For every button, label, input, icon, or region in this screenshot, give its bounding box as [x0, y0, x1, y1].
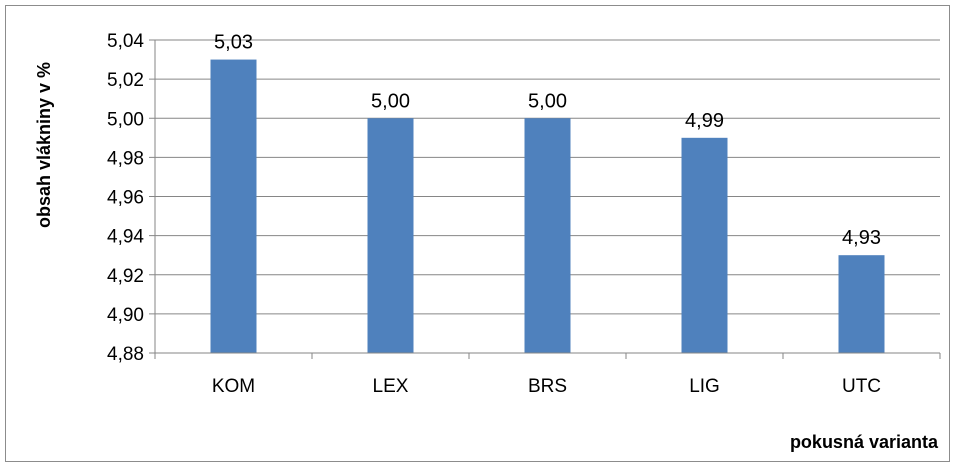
data-label: 4,93: [842, 227, 881, 249]
y-tick-label: 4,92: [107, 266, 144, 287]
data-label: 5,00: [371, 90, 410, 112]
y-tick-label: 5,04: [107, 31, 144, 52]
bar-lig: [681, 137, 728, 353]
bars: [210, 59, 885, 353]
y-axis-title: obsah vlákniny v %: [34, 62, 54, 228]
chart-frame: [5, 5, 950, 462]
y-tick-label: 4,88: [107, 344, 144, 365]
data-label: 5,00: [528, 90, 567, 112]
bar-lex: [367, 118, 414, 353]
x-tick-label: LEX: [373, 376, 409, 397]
axes: [149, 39, 941, 359]
x-tick-label: UTC: [842, 376, 881, 397]
y-tick-label: 4,98: [107, 148, 144, 169]
data-label: 5,03: [214, 32, 253, 54]
y-tick-label: 5,02: [107, 70, 144, 91]
x-tick-label: LIG: [689, 376, 720, 397]
x-tick-label: KOM: [212, 376, 255, 397]
y-tick-label: 4,94: [107, 227, 144, 248]
bar-utc: [838, 255, 885, 353]
y-tick-label: 4,96: [107, 188, 144, 209]
x-tick-label: BRS: [528, 376, 567, 397]
y-tick-label: 4,90: [107, 305, 144, 326]
x-axis-title: pokusná varianta: [790, 432, 939, 452]
bar-brs: [524, 118, 571, 353]
y-tick-label: 5,00: [107, 109, 144, 130]
bar-kom: [210, 59, 257, 353]
data-label: 4,99: [685, 110, 724, 132]
labels: 4,88 4,90 4,92 4,94 4,96 4,98 5,00 5,02 5,04 5,03…: [107, 31, 881, 397]
